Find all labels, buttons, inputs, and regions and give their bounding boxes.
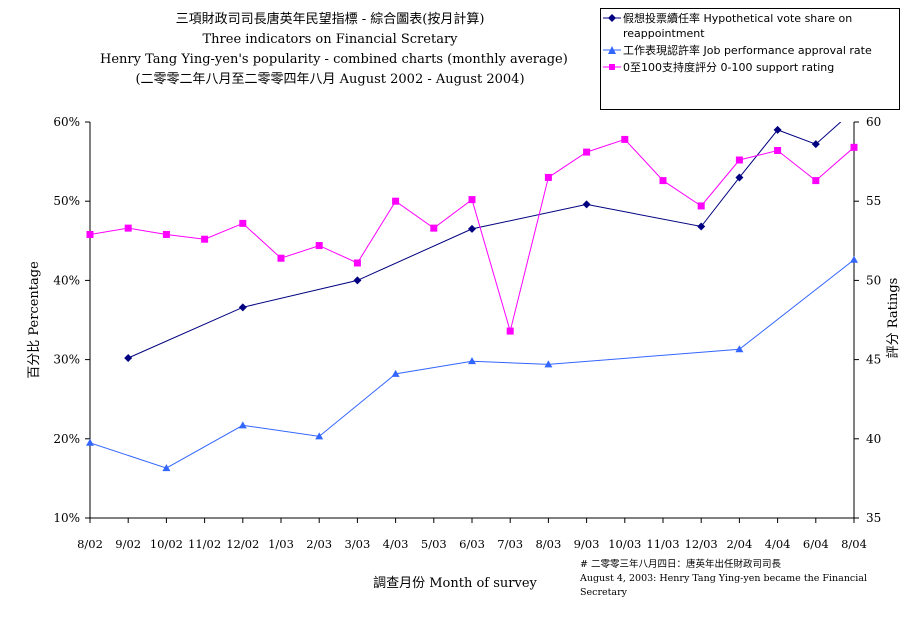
x-axis-tick-label: 8/04	[841, 537, 867, 551]
left-axis-tick-label: 30%	[53, 353, 80, 367]
square-marker-icon	[603, 64, 621, 70]
data-point-support	[277, 254, 285, 262]
footnote: # 二零零三年八月四日：唐英年出任財政司司長 August 4, 2003: H…	[580, 558, 900, 600]
data-point-vote	[811, 140, 820, 149]
data-point-job	[850, 255, 858, 263]
chart-title-chinese: 三項財政司司長唐英年民望指標 - 綜合圖表(按月計算)	[175, 12, 485, 27]
footnote-english: August 4, 2003: Henry Tang Ying-yen beca…	[580, 573, 867, 598]
data-point-job	[238, 421, 247, 429]
data-point-job	[468, 357, 476, 365]
diamond-marker-icon	[603, 14, 621, 22]
left-axis-tick-label: 60%	[53, 115, 80, 129]
chart-title-english: Three indicators on Financial Scretary	[202, 32, 458, 47]
data-point-support	[468, 196, 476, 204]
legend-label-support: 0至100支持度評分 0-100 support rating	[623, 61, 835, 74]
x-axis-tick-label: 3/03	[344, 537, 370, 551]
x-axis-tick-label: 9/02	[115, 537, 141, 551]
data-point-support	[735, 156, 743, 164]
data-point-vote	[238, 303, 247, 312]
data-point-job	[735, 345, 744, 353]
series-line-job	[90, 259, 854, 469]
legend-item-vote: 假想投票續任率 Hypothetical vote share on reapp…	[601, 11, 899, 41]
x-axis-tick-label: 10/03	[608, 537, 641, 551]
data-point-vote	[468, 224, 476, 233]
data-point-support	[850, 143, 858, 151]
x-axis-tick-label: 11/02	[188, 537, 221, 551]
x-axis-tick-label: 10/02	[150, 537, 183, 551]
right-axis-tick-label: 35	[866, 511, 881, 525]
x-axis-tick-label: 12/02	[226, 537, 259, 551]
legend-item-support: 0至100支持度評分 0-100 support rating	[601, 60, 899, 75]
data-point-support	[353, 259, 361, 267]
x-axis-tick-label: 11/03	[646, 537, 679, 551]
data-point-support	[697, 202, 705, 210]
left-axis-tick-label: 40%	[53, 273, 80, 287]
x-axis-tick-label: 6/03	[459, 537, 485, 551]
data-point-support	[86, 230, 94, 238]
right-axis-tick-label: 50	[866, 273, 881, 287]
right-axis-tick-label: 55	[866, 194, 881, 208]
data-point-support	[201, 235, 209, 243]
data-point-vote	[353, 276, 362, 285]
left-axis-tick-label: 50%	[53, 194, 80, 208]
right-axis-tick-label: 60	[866, 115, 881, 129]
data-point-job	[391, 369, 400, 377]
x-axis-tick-label: 5/03	[421, 537, 447, 551]
legend-label-vote: 假想投票續任率 Hypothetical vote share on reapp…	[623, 12, 853, 40]
chart-title-block: 三項財政司司長唐英年民望指標 - 綜合圖表(按月計算) Three indica…	[100, 10, 568, 90]
series-line-vote	[127, 122, 842, 359]
x-axis-tick-label: 7/03	[497, 537, 523, 551]
left-axis-tick-label: 20%	[53, 432, 80, 446]
data-point-job	[162, 464, 171, 472]
data-point-job	[86, 438, 94, 446]
data-point-vote	[735, 173, 744, 182]
data-point-support	[583, 148, 591, 156]
data-point-vote	[773, 125, 782, 134]
data-point-support	[659, 177, 667, 185]
series-line-support	[90, 138, 854, 334]
legend-item-job: 工作表現認許率 Job performance approval rate	[601, 43, 899, 58]
chart-subtitle: Henry Tang Ying-yen's popularity - combi…	[100, 52, 568, 67]
x-axis-tick-label: 1/03	[268, 537, 294, 551]
data-point-support	[621, 135, 629, 143]
right-axis-tick-label: 40	[866, 432, 881, 446]
data-point-support	[774, 147, 782, 155]
data-point-support	[430, 224, 438, 232]
legend-label-job: 工作表現認許率 Job performance approval rate	[623, 44, 872, 57]
chart-date-range: (二零零二年八月至二零零四年八月 August 2002 - August 20…	[135, 72, 525, 87]
data-point-support	[315, 242, 323, 250]
x-axis-tick-label: 9/03	[574, 537, 600, 551]
x-axis-tick-label: 6/04	[803, 537, 829, 551]
data-point-support	[812, 177, 820, 185]
data-point-vote	[697, 222, 706, 231]
data-point-support	[544, 173, 552, 181]
footnote-chinese: # 二零零三年八月四日：唐英年出任財政司司長	[580, 559, 781, 570]
data-point-vote	[582, 200, 591, 209]
x-axis-title: 調查月份 Month of survey	[373, 576, 537, 591]
chart-legend: 假想投票續任率 Hypothetical vote share on reapp…	[600, 8, 900, 110]
x-axis-tick-label: 8/03	[535, 537, 561, 551]
data-point-support	[239, 219, 247, 227]
data-point-support	[392, 197, 400, 205]
data-point-support	[162, 230, 170, 238]
data-point-job	[315, 432, 324, 440]
data-point-support	[506, 327, 514, 335]
y-axis-title: 百分比 Percentage	[27, 261, 42, 379]
left-axis-tick-label: 10%	[53, 511, 80, 525]
data-point-support	[124, 224, 132, 232]
x-axis-tick-label: 4/03	[383, 537, 409, 551]
x-axis-tick-label: 2/04	[726, 537, 752, 551]
x-axis-tick-label: 12/03	[685, 537, 718, 551]
x-axis-tick-label: 2/03	[306, 537, 332, 551]
x-axis-tick-label: 4/04	[765, 537, 791, 551]
right-axis-tick-label: 45	[866, 353, 881, 367]
triangle-marker-icon	[603, 46, 621, 54]
data-point-vote	[124, 354, 133, 363]
y2-axis-title: 評分 Ratings	[886, 278, 901, 359]
x-axis-tick-label: 8/02	[77, 537, 103, 551]
data-point-job	[544, 360, 553, 368]
